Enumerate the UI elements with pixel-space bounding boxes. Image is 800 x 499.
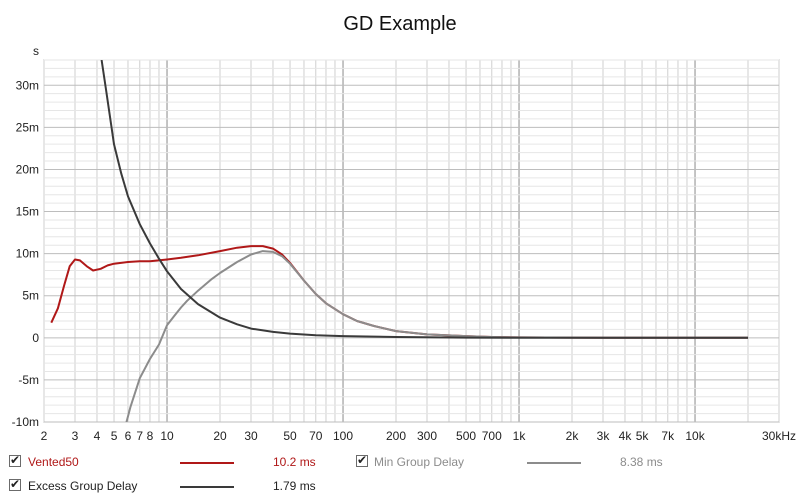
x-tick-label: 5 — [111, 429, 118, 443]
y-tick-labels: 30m 25m 20m 15m 10m 5m 0 -5m -10m — [12, 78, 40, 429]
x-tick-label: 100 — [333, 429, 353, 443]
group-delay-chart: GD Example s 30m 25m 20m 15m 10m 5m 0 -5m -10m 2… — [12, 13, 796, 443]
y-tick-label: 20m — [16, 162, 39, 176]
y-tick-label: 0 — [32, 331, 39, 345]
x-tick-label: 200 — [386, 429, 406, 443]
x-tick-label: 6 — [125, 429, 132, 443]
legend-item-min-group-delay: Min Group Delay 8.38 ms — [350, 450, 700, 472]
series-line-min-group-delay — [125, 250, 748, 422]
plot-area[interactable] — [43, 59, 780, 423]
x-tick-label: 4k — [619, 429, 633, 443]
x-tick-label: 3 — [72, 429, 79, 443]
x-tick-label: 700 — [482, 429, 502, 443]
legend-label-min-group-delay: Min Group Delay — [374, 455, 465, 469]
x-tick-label: 2 — [41, 429, 48, 443]
x-tick-label: 70 — [309, 429, 323, 443]
legend-value-vented50: 10.2 ms — [273, 455, 316, 469]
x-tick-label: 50 — [283, 429, 297, 443]
legend-label-vented50: Vented50 — [28, 455, 79, 469]
x-tick-label: 30kHz — [762, 429, 796, 443]
y-tick-label: 5m — [22, 289, 39, 303]
x-tick-label: 10 — [160, 429, 174, 443]
vented50-checkbox[interactable] — [9, 453, 21, 467]
legend-swatch-excess-group-delay — [180, 486, 234, 488]
y-tick-label: -10m — [12, 415, 39, 429]
x-tick-label: 300 — [417, 429, 437, 443]
x-tick-label: 5k — [636, 429, 650, 443]
legend-value-min-group-delay: 8.38 ms — [620, 455, 663, 469]
x-tick-label: 1k — [513, 429, 527, 443]
legend: Vented50 10.2 ms Min Group Delay 8.38 ms… — [0, 448, 800, 499]
min-group-delay-checkbox[interactable] — [356, 453, 368, 467]
series-line-excess-group-delay — [100, 60, 748, 339]
legend-label-excess-group-delay: Excess Group Delay — [28, 479, 138, 493]
x-tick-label: 7 — [136, 429, 143, 443]
y-tick-label: 25m — [16, 120, 39, 134]
y-tick-label: 15m — [16, 205, 39, 219]
legend-swatch-vented50 — [180, 462, 234, 464]
y-tick-label: -5m — [18, 373, 39, 387]
y-tick-label: 10m — [16, 247, 39, 261]
x-tick-labels: 2 3 4 5 6 7 8 10 20 30 50 70 100 200 300 500 700 1k 2k 3k 4k… — [41, 429, 796, 443]
legend-value-excess-group-delay: 1.79 ms — [273, 479, 316, 493]
grid — [43, 59, 780, 423]
x-tick-label: 500 — [456, 429, 476, 443]
x-tick-label: 2k — [566, 429, 580, 443]
x-tick-label: 3k — [597, 429, 611, 443]
chart-title: GD Example — [343, 13, 456, 35]
x-tick-label: 8 — [147, 429, 154, 443]
excess-group-delay-checkbox[interactable] — [9, 477, 21, 491]
series-layer — [50, 60, 748, 422]
y-tick-label: 30m — [16, 78, 39, 92]
x-tick-label: 4 — [94, 429, 101, 443]
x-tick-label: 20 — [213, 429, 227, 443]
legend-item-excess-group-delay: Excess Group Delay 1.79 ms — [0, 474, 350, 496]
x-tick-label: 7k — [661, 429, 675, 443]
x-tick-label: 30 — [244, 429, 258, 443]
legend-swatch-min-group-delay — [527, 462, 581, 464]
x-tick-label: 10k — [685, 429, 705, 443]
legend-item-vented50: Vented50 10.2 ms — [0, 450, 350, 472]
y-axis-unit-label: s — [33, 44, 39, 58]
